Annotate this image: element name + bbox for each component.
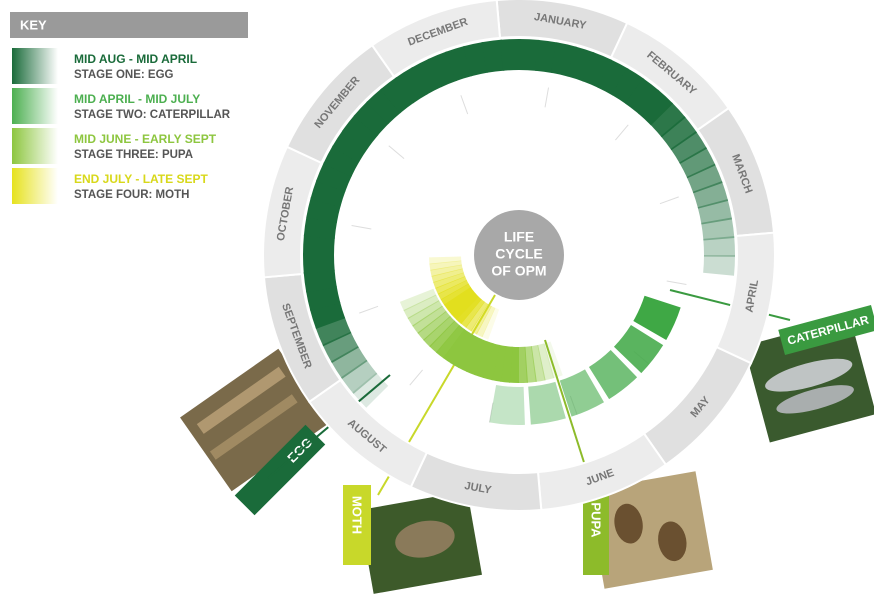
egg-arc [703, 236, 735, 257]
center-label: OF OPM [491, 263, 546, 279]
pupa-label: PUPA [589, 502, 604, 538]
moth-tag: MOTH [343, 485, 371, 565]
key-stage: STAGE ONE: EGG [74, 69, 174, 81]
tick [667, 281, 687, 284]
key-swatch [12, 88, 58, 124]
key-stage: STAGE THREE: PUPA [74, 149, 193, 161]
key-swatch [12, 48, 58, 84]
key-stage: STAGE TWO: CATERPILLAR [74, 109, 231, 121]
tick [461, 95, 468, 114]
key-period: MID JUNE - EARLY SEPT [74, 132, 217, 146]
egg-arc [303, 253, 335, 274]
key-stage: STAGE FOUR: MOTH [74, 189, 189, 201]
key-period: END JULY - LATE SEPT [74, 172, 208, 186]
tick [352, 225, 372, 228]
key-period: MID APRIL - MID JULY [74, 92, 200, 106]
egg-arc [500, 39, 521, 71]
key-swatch [12, 168, 58, 204]
caterpillar-block [489, 385, 524, 425]
moth-photo [359, 491, 482, 594]
page: {"key": {"title": "KEY", "items": [ {"pe… [0, 0, 874, 594]
tick [359, 306, 378, 313]
center-label: LIFE [504, 229, 534, 245]
tick [660, 197, 679, 204]
tick [389, 146, 404, 159]
tick [615, 125, 628, 140]
key-swatch [12, 128, 58, 164]
center-label: CYCLE [495, 246, 542, 262]
diagram: KEY EGG MOTH PUPA CATERPILLAR MID AUG - … [0, 0, 874, 594]
egg-arc [703, 255, 735, 276]
key-period: MID AUG - MID APRIL [74, 52, 197, 66]
tick [545, 88, 548, 108]
key-title: KEY [20, 17, 47, 32]
moth-label: MOTH [350, 496, 365, 534]
tick [410, 370, 423, 385]
